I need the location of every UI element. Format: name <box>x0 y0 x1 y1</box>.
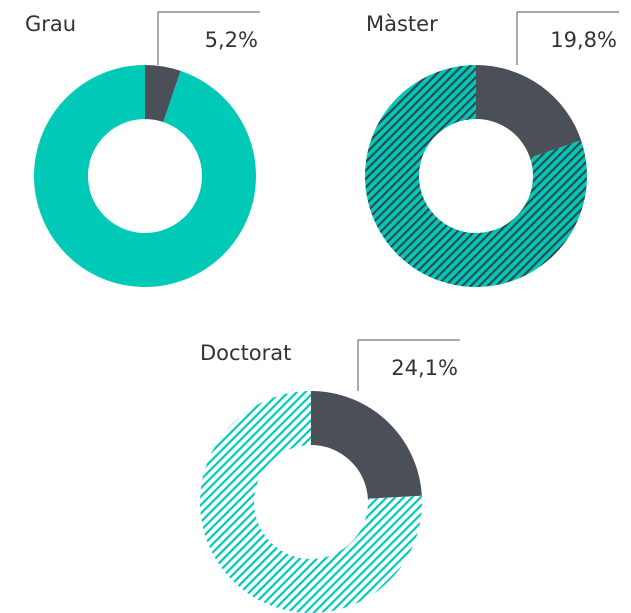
donut-slice <box>476 65 582 158</box>
donut-slice <box>311 391 422 499</box>
value-label: 5,2% <box>205 28 258 52</box>
donut-slice <box>199 391 422 613</box>
donut-slice <box>34 65 256 287</box>
label-leader <box>357 339 460 391</box>
label-leader <box>157 11 260 65</box>
label-leader <box>516 11 619 65</box>
donut-slice <box>145 65 181 123</box>
chart-title: Màster <box>366 12 438 36</box>
value-label: 19,8% <box>550 28 617 52</box>
chart-title: Grau <box>25 12 76 36</box>
donut-slice <box>365 65 587 287</box>
value-label: 24,1% <box>391 356 458 380</box>
chart-title: Doctorat <box>200 341 291 365</box>
